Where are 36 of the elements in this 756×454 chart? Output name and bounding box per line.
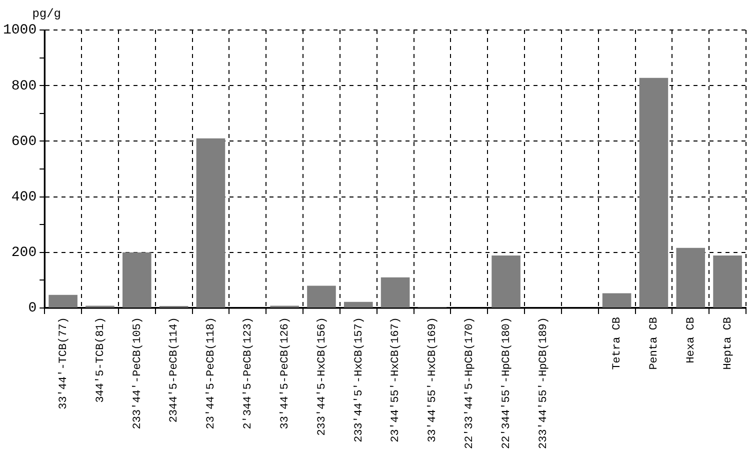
- y-tick-label: 200: [11, 245, 37, 262]
- x-tick-label: 2'344'5-PeCB(123): [242, 316, 255, 430]
- bar: [676, 248, 706, 308]
- x-tick-label: 33'44'-TCB(77): [58, 316, 70, 410]
- bar: [196, 138, 226, 308]
- y-tick-label: 800: [11, 78, 37, 94]
- y-axis-title: pg/g: [32, 7, 62, 22]
- x-tick-label: 233'44'5-HxCB(156): [316, 316, 328, 436]
- x-tick-label: 2344'5-PeCB(114): [168, 316, 181, 423]
- x-tick-label: Penta CB: [648, 316, 661, 370]
- bar: [713, 255, 742, 308]
- bar: [492, 255, 520, 308]
- bar: [380, 277, 410, 308]
- bar: [122, 252, 152, 308]
- y-tick-label: 400: [11, 189, 37, 206]
- x-tick-label: 23'44'5-PeCB(118): [206, 316, 218, 430]
- x-tick-label: 23'44'55'-HxCB(167): [390, 316, 402, 442]
- x-tick-label: 344'5-TCB(81): [94, 316, 107, 403]
- bar: [344, 302, 373, 308]
- bar: [602, 293, 632, 308]
- x-tick-label: Hexa CB: [686, 316, 698, 364]
- x-tick-label: 233'44'5'-HxCB(157): [353, 316, 366, 442]
- x-tick-label: 33'44'5-PeCB(126): [279, 316, 292, 430]
- x-tick-label: Hepta CB: [722, 316, 734, 370]
- bar: [48, 294, 78, 308]
- y-tick-label: 0: [28, 300, 37, 317]
- x-tick-label: 22'33'44'5-HpCB(170): [464, 316, 476, 450]
- y-tick-label: 600: [11, 134, 37, 150]
- x-tick-label: 233'44'-PeCB(105): [132, 316, 144, 430]
- x-tick-label: 33'44'55'-HxCB(169): [427, 316, 440, 442]
- x-tick-label: 22'344'55'-HpCB(180): [500, 316, 513, 450]
- bar: [639, 78, 668, 308]
- bar: [307, 286, 336, 308]
- y-tick-label: 1000: [2, 22, 37, 39]
- x-tick-label: Tetra CB: [612, 316, 624, 370]
- x-tick-label: 233'44'55'-HpCB(189): [538, 316, 550, 450]
